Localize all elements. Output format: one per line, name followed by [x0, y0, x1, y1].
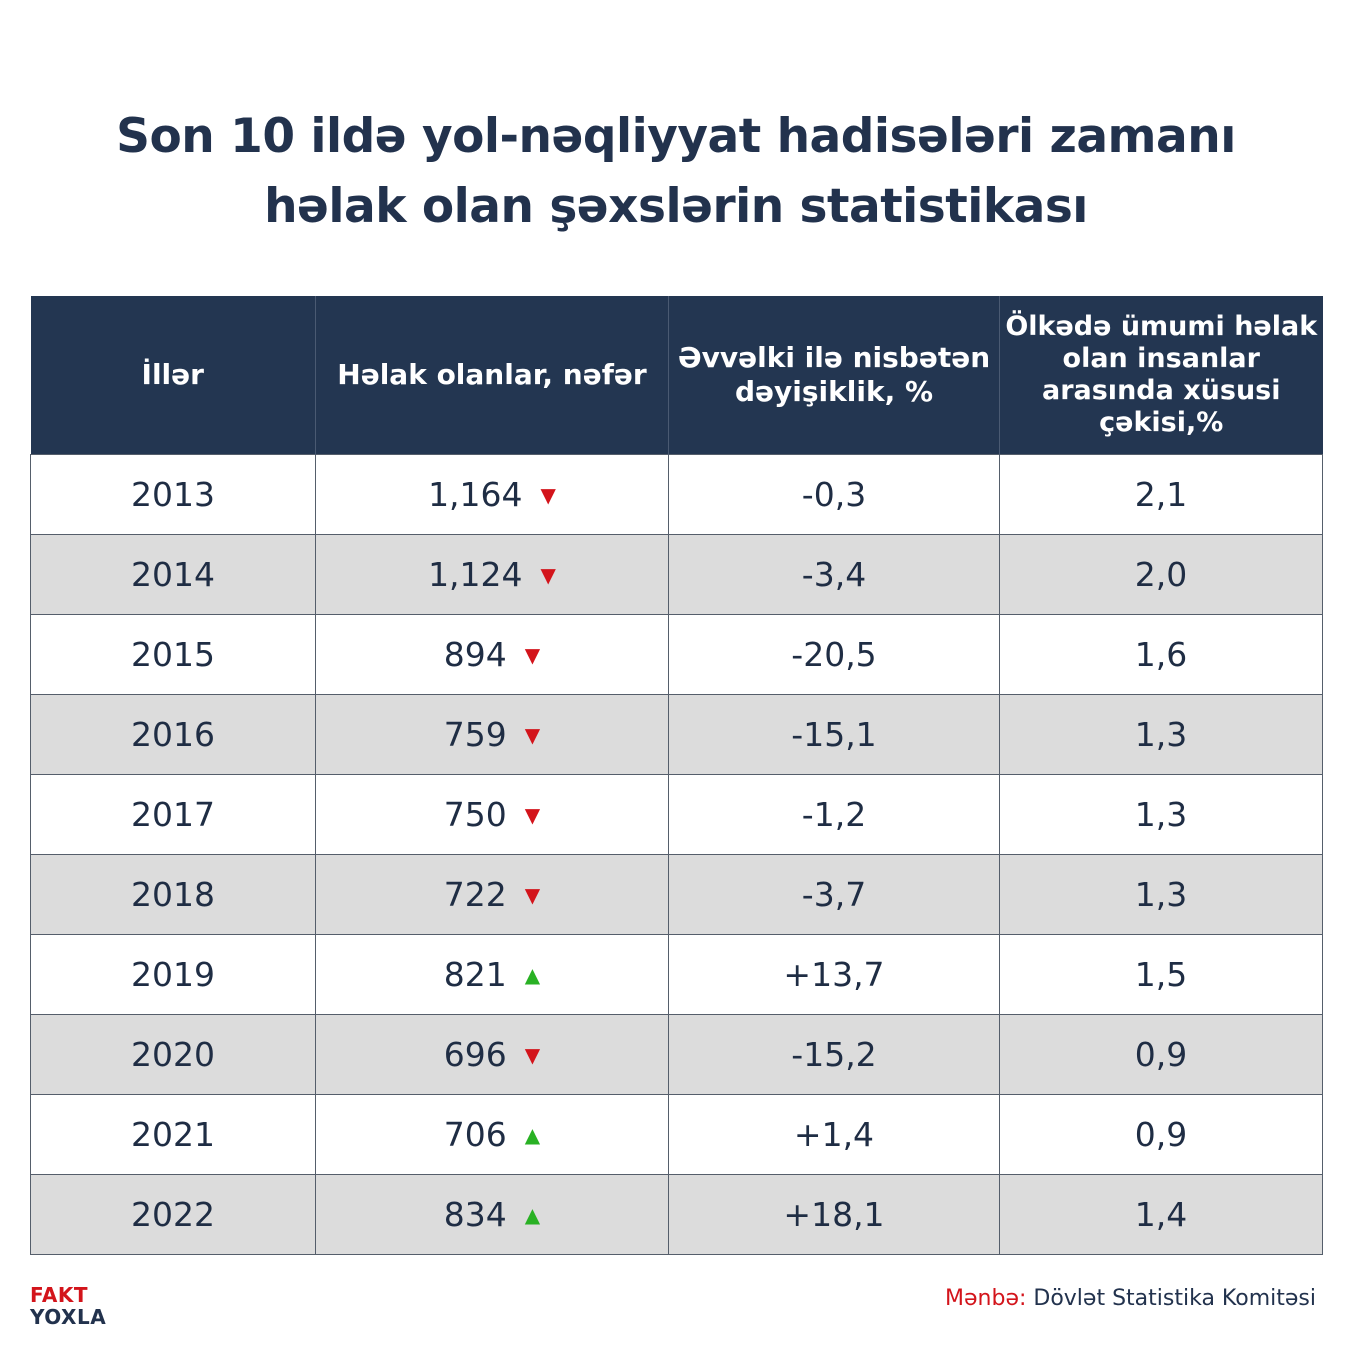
cell-change: -3,4: [668, 534, 1000, 615]
cell-year: 2022: [30, 1174, 316, 1255]
trend-down-icon: ▼: [524, 722, 541, 747]
deaths-value-with-trend: 821 ▲: [444, 955, 540, 994]
cell-deaths: 706 ▲: [315, 1094, 669, 1175]
cell-deaths: 894 ▼: [315, 614, 669, 695]
source-note: Mənbə: Dövlət Statistika Komitəsi: [945, 1286, 1316, 1311]
deaths-value: 821: [443, 955, 507, 994]
deaths-value-with-trend: 750 ▼: [444, 795, 540, 834]
trend-down-icon: ▼: [540, 562, 556, 587]
trend-down-icon: ▼: [540, 482, 556, 507]
cell-deaths: 821 ▲: [315, 934, 669, 1015]
trend-up-icon: ▲: [524, 1202, 541, 1227]
cell-deaths: 1,124 ▼: [315, 534, 669, 615]
cell-year: 2015: [30, 614, 316, 695]
table-row: 2014 1,124 ▼ -3,4 2,0: [30, 534, 1323, 615]
cell-change: -20,5: [668, 614, 1000, 695]
trend-down-icon: ▼: [524, 882, 541, 907]
deaths-value: 696: [443, 1035, 507, 1074]
cell-year: 2020: [30, 1014, 316, 1095]
cell-deaths: 696 ▼: [315, 1014, 669, 1095]
deaths-value-with-trend: 706 ▲: [444, 1115, 540, 1154]
title-line-2: həlak olan şəxslərin statistikası: [264, 179, 1088, 234]
table-row: 2017 750 ▼ -1,2 1,3: [30, 774, 1323, 855]
source-label: Mənbə:: [945, 1286, 1027, 1311]
cell-share: 1,3: [999, 774, 1323, 855]
deaths-value: 722: [443, 875, 507, 914]
page-title: Son 10 ildə yol-nəqliyyat hadisələri zam…: [0, 102, 1352, 242]
cell-change: +13,7: [668, 934, 1000, 1015]
cell-year: 2016: [30, 694, 316, 775]
cell-deaths: 759 ▼: [315, 694, 669, 775]
header-deaths: Həlak olanlar, nəfər: [315, 296, 669, 455]
table-row: 2019 821 ▲ +13,7 1,5: [30, 934, 1323, 1015]
deaths-value: 706: [443, 1115, 507, 1154]
logo-line-1: FAKT: [30, 1283, 88, 1307]
cell-change: -0,3: [668, 454, 1000, 535]
deaths-value: 759: [443, 715, 507, 754]
header-change: Əvvəlki ilə nisbətən dəyişiklik, %: [668, 296, 1000, 455]
cell-change: -3,7: [668, 854, 1000, 935]
deaths-value-with-trend: 759 ▼: [444, 715, 540, 754]
deaths-value: 1,124: [428, 555, 523, 594]
table-row: 2016 759 ▼ -15,1 1,3: [30, 694, 1323, 775]
cell-change: -15,1: [668, 694, 1000, 775]
table-row: 2015 894 ▼ -20,5 1,6: [30, 614, 1323, 695]
cell-year: 2021: [30, 1094, 316, 1175]
cell-year: 2014: [30, 534, 316, 615]
cell-share: 1,6: [999, 614, 1323, 695]
deaths-value: 894: [443, 635, 507, 674]
trend-down-icon: ▼: [524, 1042, 541, 1067]
table-row: 2013 1,164 ▼ -0,3 2,1: [30, 454, 1323, 535]
cell-change: +1,4: [668, 1094, 1000, 1175]
cell-year: 2018: [30, 854, 316, 935]
deaths-value: 1,164: [428, 475, 523, 514]
cell-share: 1,5: [999, 934, 1323, 1015]
cell-share: 1,3: [999, 694, 1323, 775]
table-header: İllər Həlak olanlar, nəfər Əvvəlki ilə n…: [30, 296, 1323, 455]
title-line-1: Son 10 ildə yol-nəqliyyat hadisələri zam…: [116, 109, 1236, 164]
cell-share: 2,0: [999, 534, 1323, 615]
deaths-value: 750: [443, 795, 507, 834]
deaths-value-with-trend: 1,124 ▼: [428, 555, 556, 594]
cell-year: 2019: [30, 934, 316, 1015]
cell-share: 1,3: [999, 854, 1323, 935]
cell-year: 2013: [30, 454, 316, 535]
cell-share: 1,4: [999, 1174, 1323, 1255]
cell-share: 0,9: [999, 1094, 1323, 1175]
deaths-value-with-trend: 894 ▼: [444, 635, 540, 674]
cell-deaths: 750 ▼: [315, 774, 669, 855]
deaths-value-with-trend: 722 ▼: [444, 875, 540, 914]
cell-share: 2,1: [999, 454, 1323, 535]
cell-deaths: 834 ▲: [315, 1174, 669, 1255]
trend-up-icon: ▲: [524, 1122, 541, 1147]
statistics-table: İllər Həlak olanlar, nəfər Əvvəlki ilə n…: [30, 296, 1323, 1255]
cell-share: 0,9: [999, 1014, 1323, 1095]
table-row: 2018 722 ▼ -3,7 1,3: [30, 854, 1323, 935]
table-row: 2020 696 ▼ -15,2 0,9: [30, 1014, 1323, 1095]
cell-year: 2017: [30, 774, 316, 855]
deaths-value-with-trend: 834 ▲: [444, 1195, 540, 1234]
trend-down-icon: ▼: [524, 802, 541, 827]
source-value: Dövlət Statistika Komitəsi: [1033, 1286, 1316, 1311]
cell-change: -15,2: [668, 1014, 1000, 1095]
table-body: 2013 1,164 ▼ -0,3 2,1 2014 1,124 ▼ -3,4 2,0 2015 89…: [30, 454, 1323, 1255]
deaths-value: 834: [443, 1195, 507, 1234]
trend-down-icon: ▼: [524, 642, 541, 667]
cell-deaths: 1,164 ▼: [315, 454, 669, 535]
table-row: 2022 834 ▲ +18,1 1,4: [30, 1174, 1323, 1255]
header-years: İllər: [30, 296, 316, 455]
logo-line-2: YOXLA: [30, 1305, 107, 1329]
cell-change: +18,1: [668, 1174, 1000, 1255]
fakt-yoxla-logo: FAKT YOXLA: [30, 1284, 106, 1328]
trend-up-icon: ▲: [524, 962, 541, 987]
cell-deaths: 722 ▼: [315, 854, 669, 935]
deaths-value-with-trend: 1,164 ▼: [428, 475, 556, 514]
cell-change: -1,2: [668, 774, 1000, 855]
deaths-value-with-trend: 696 ▼: [444, 1035, 540, 1074]
table-row: 2021 706 ▲ +1,4 0,9: [30, 1094, 1323, 1175]
header-share: Ölkədə ümumi həlak olan insanlar arasınd…: [999, 296, 1323, 455]
